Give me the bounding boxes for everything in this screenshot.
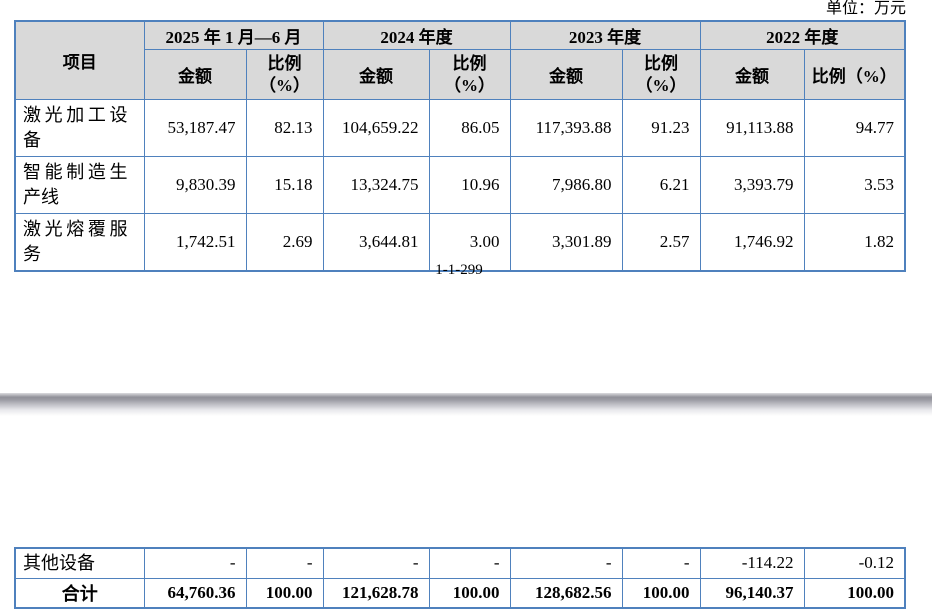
cell-ratio: 3.53: [803, 156, 906, 214]
totals-table: 其他设备 - - - - - - -114.22 -0.12 合计 64,760…: [14, 547, 906, 609]
page-number: 1-1-299: [435, 262, 483, 278]
cell-amount: 91,113.88: [699, 99, 805, 157]
cell-ratio: 100.00: [621, 577, 701, 608]
table-row-total: 合计 64,760.36 100.00 121,628.78 100.00 12…: [14, 577, 906, 608]
cell-amount: 64,760.36: [143, 577, 247, 608]
cell-amount: 3,393.79: [699, 156, 805, 214]
table-row-laser-cladding-service: 激光熔覆服务 1,742.51 2.69 3,644.81 3.00 3,301…: [14, 213, 906, 272]
row-item-label: 智能制造生产线: [14, 156, 145, 214]
cell-amount: -: [322, 547, 430, 579]
col-header-amount-2023: 金额: [509, 49, 623, 100]
cell-amount: 1,742.51: [143, 213, 247, 272]
cell-amount: 3,301.89: [509, 213, 623, 272]
row-item-label: 激光熔覆服务: [14, 213, 145, 272]
cell-ratio: 1.82: [803, 213, 906, 272]
cell-amount: 121,628.78: [322, 577, 430, 608]
col-header-ratio-2024: 比例 （%）: [428, 49, 511, 100]
cell-ratio: -: [621, 547, 701, 579]
cell-ratio: 10.96: [428, 156, 511, 214]
cell-amount: 3,644.81: [322, 213, 430, 272]
cell-amount: 117,393.88: [509, 99, 623, 157]
cell-amount: -: [143, 547, 247, 579]
col-header-ratio-2022: 比例（%）: [803, 49, 906, 100]
cell-ratio: 91.23: [621, 99, 701, 157]
cell-amount: 96,140.37: [699, 577, 805, 608]
cell-ratio: 86.05: [428, 99, 511, 157]
period-header-2023: 2023 年度: [509, 20, 701, 50]
cell-ratio: 15.18: [245, 156, 324, 214]
period-header-2022: 2022 年度: [699, 20, 906, 50]
table-row-laser-processing-equipment: 激光加工设备 53,187.47 82.13 104,659.22 86.05 …: [14, 99, 906, 157]
col-header-amount-2022: 金额: [699, 49, 805, 100]
table-row-other-equipment: 其他设备 - - - - - - -114.22 -0.12: [14, 547, 906, 579]
cell-amount: 7,986.80: [509, 156, 623, 214]
period-header-2024: 2024 年度: [322, 20, 511, 50]
revenue-breakdown-table: 项目 2025 年 1 月—6 月 2024 年度 2023 年度 2022 年…: [14, 20, 906, 272]
cell-ratio: -0.12: [803, 547, 906, 579]
cell-ratio: -: [245, 547, 324, 579]
row-item-label: 其他设备: [14, 547, 145, 579]
cell-ratio: 6.21: [621, 156, 701, 214]
cell-amount: 128,682.56: [509, 577, 623, 608]
cell-ratio: -: [428, 547, 511, 579]
cell-ratio: 100.00: [245, 577, 324, 608]
unit-label: 单位：万元: [825, 0, 906, 17]
cell-amount: -114.22: [699, 547, 805, 579]
cell-amount: 53,187.47: [143, 99, 247, 157]
period-header-2025h1: 2025 年 1 月—6 月: [143, 20, 324, 50]
cell-amount: -: [509, 547, 623, 579]
table-row-intelligent-manufacturing-line: 智能制造生产线 9,830.39 15.18 13,324.75 10.96 7…: [14, 156, 906, 214]
cell-ratio: 82.13: [245, 99, 324, 157]
col-header-amount-2025: 金额: [143, 49, 247, 100]
cell-amount: 9,830.39: [143, 156, 247, 214]
col-header-ratio-2025: 比例 （%）: [245, 49, 324, 100]
col-header-ratio-2023: 比例 （%）: [621, 49, 701, 100]
cell-amount: 1,746.92: [699, 213, 805, 272]
cell-ratio: 100.00: [428, 577, 511, 608]
col-header-item: 项目: [14, 20, 145, 100]
cell-amount: 104,659.22: [322, 99, 430, 157]
col-header-amount-2024: 金额: [322, 49, 430, 100]
cell-ratio: 100.00: [803, 577, 906, 608]
row-item-label: 激光加工设备: [14, 99, 145, 157]
cell-amount: 13,324.75: [322, 156, 430, 214]
page-break-divider: [0, 393, 932, 416]
cell-ratio: 2.69: [245, 213, 324, 272]
cell-ratio: 94.77: [803, 99, 906, 157]
cell-ratio: 2.57: [621, 213, 701, 272]
row-total-label: 合计: [14, 577, 145, 608]
